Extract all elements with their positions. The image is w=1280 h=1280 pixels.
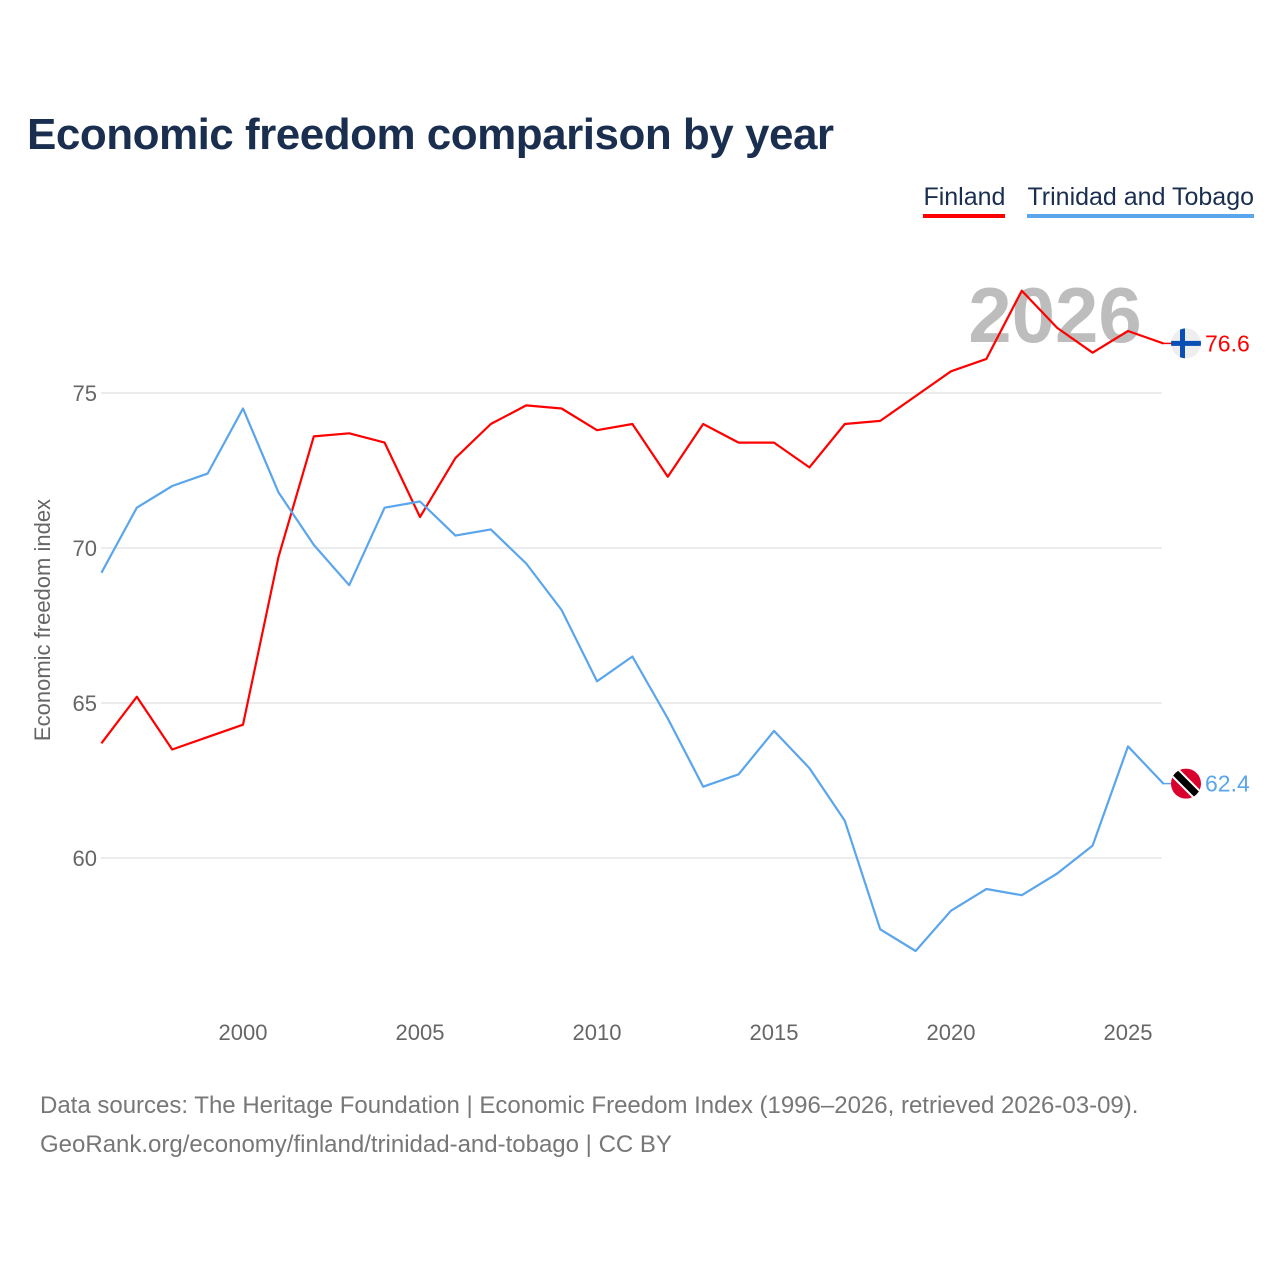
- legend-finland[interactable]: Finland: [923, 183, 1006, 218]
- source-line-2[interactable]: GeoRank.org/economy/finland/trinidad-and…: [40, 1131, 672, 1158]
- x-tick-label: 2025: [1104, 1020, 1153, 1045]
- y-tick-label: 70: [73, 536, 97, 561]
- x-tick-label: 2000: [219, 1020, 268, 1045]
- y-tick-label: 60: [73, 846, 97, 871]
- year-watermark: 2026: [968, 271, 1142, 359]
- y-tick-label: 65: [73, 691, 97, 716]
- source-line-1: Data sources: The Heritage Foundation | …: [40, 1092, 1139, 1119]
- trinidad-flag-icon: [1171, 768, 1201, 799]
- x-tick-label: 2010: [573, 1020, 622, 1045]
- legend-trinidad-and-tobago[interactable]: Trinidad and Tobago: [1027, 183, 1254, 218]
- x-tick-label: 2005: [396, 1020, 445, 1045]
- x-tick-label: 2020: [927, 1020, 976, 1045]
- source-note: Data sources: The Heritage Foundation | …: [40, 1086, 1138, 1164]
- x-tick-label: 2015: [750, 1020, 799, 1045]
- legend: Finland Trinidad and Tobago: [923, 183, 1254, 218]
- end-value-label: 62.4: [1205, 771, 1250, 797]
- finland-flag-icon: [1171, 328, 1201, 359]
- y-axis-label: Economic freedom index: [30, 499, 55, 741]
- chart-title: Economic freedom comparison by year: [27, 110, 834, 159]
- series-line-finland: [100, 289, 1164, 751]
- series-line-trinidad-and-tobago: [100, 407, 1165, 953]
- y-tick-label: 75: [73, 381, 97, 406]
- end-value-label: 76.6: [1205, 330, 1250, 356]
